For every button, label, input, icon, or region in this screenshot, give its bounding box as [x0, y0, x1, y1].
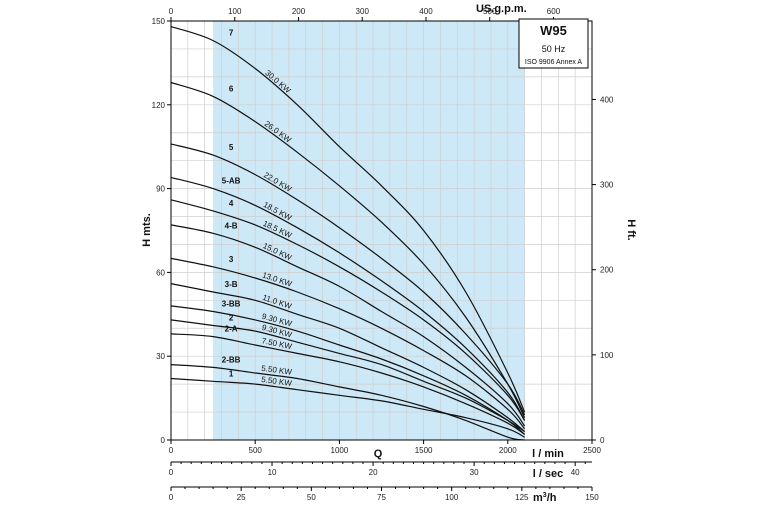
m3h-tick-label: 50	[307, 493, 316, 502]
y-tick-label: 60	[156, 268, 165, 277]
legend-frame	[518, 18, 589, 69]
y-tick-label: 30	[156, 352, 165, 361]
chart-subtitle: 50 Hz	[542, 44, 566, 54]
chart-grid	[171, 21, 592, 440]
curve-label: 3-BB	[222, 300, 241, 309]
curve-label: 3-B	[225, 280, 238, 289]
curve-label: 5-AB	[222, 177, 241, 186]
y2-tick-label: 300	[600, 181, 614, 190]
curve-label: 2-BB	[222, 355, 241, 364]
y-tick-label: 0	[161, 436, 166, 445]
curve-label: 6	[229, 84, 234, 93]
curve-1	[170, 377, 525, 438]
chart-standard: ISO 9906 Annex A	[525, 59, 583, 66]
x2-tick-label: 600	[547, 7, 561, 16]
x-tick-label: 0	[169, 446, 174, 455]
curve-label: 3	[229, 255, 234, 264]
curve-3	[170, 257, 526, 430]
curve-4-b	[170, 224, 526, 427]
x-unit-m3h-exp: 3	[543, 492, 547, 499]
curve-4	[170, 199, 526, 421]
x2-tick-label: 200	[292, 7, 306, 16]
curve-label: 2	[229, 313, 234, 322]
curve-6	[170, 81, 526, 418]
curve-label: 4	[229, 199, 234, 208]
y2-tick-label: 100	[600, 351, 614, 360]
curve-2	[170, 319, 525, 433]
curve-label: 7	[229, 29, 234, 38]
y2-tick-label: 400	[600, 95, 614, 104]
lsec-tick-label: 0	[169, 468, 174, 477]
y2-axis-title: H ft.	[625, 219, 637, 240]
y2-tick-label: 200	[600, 266, 614, 275]
x-unit-lsec: l / sec	[533, 468, 564, 480]
curve-label: 4-B	[225, 221, 238, 230]
curve-3-b	[170, 283, 525, 433]
x-unit-lmin: l / min	[532, 448, 564, 460]
m3h-tick-label: 25	[237, 493, 246, 502]
x-tick-label: 1000	[331, 446, 349, 455]
lsec-tick-label: 30	[470, 468, 479, 477]
y2-tick-label: 0	[600, 436, 605, 445]
x-axis-title: Q	[374, 448, 383, 460]
m3h-tick-label: 0	[169, 493, 174, 502]
x-tick-label: 1500	[415, 446, 433, 455]
chart-title: W95	[540, 23, 567, 38]
x2-tick-label: 0	[169, 7, 174, 16]
y-tick-label: 90	[156, 185, 165, 194]
x2-tick-label: 500	[483, 7, 497, 16]
y-tick-label: 150	[152, 17, 166, 26]
x2-tick-label: 100	[228, 7, 242, 16]
x-unit-m3h-base: m	[533, 492, 543, 504]
curve-7	[170, 26, 526, 413]
m3h-tick-label: 100	[445, 493, 459, 502]
x-unit-m3h-tail: /h	[547, 492, 557, 504]
lsec-tick-label: 10	[268, 468, 277, 477]
m3h-tick-label: 150	[585, 493, 599, 502]
curve-label: 5	[229, 143, 234, 152]
curve-label: 1	[229, 369, 234, 378]
curve-power-label: 5.50 KW	[261, 375, 293, 388]
curve-label: 2-A	[225, 325, 238, 334]
y-axis-title: H mts.	[141, 213, 153, 247]
curve-5	[170, 143, 526, 416]
x-tick-label: 500	[249, 446, 263, 455]
plot-frame	[170, 20, 593, 441]
x2-tick-label: 400	[419, 7, 433, 16]
lsec-tick-label: 40	[571, 468, 580, 477]
lsec-tick-label: 20	[369, 468, 378, 477]
x-unit-usgpm: US.g.p.m.	[476, 3, 527, 15]
operating-range-area	[213, 21, 525, 440]
curve-5-ab	[170, 176, 526, 421]
legend-box: W95 50 Hz ISO 9906 Annex A	[518, 18, 589, 69]
m3h-tick-label: 75	[377, 493, 386, 502]
x-tick-label: 2500	[583, 446, 601, 455]
x-unit-m3h: m3/h	[533, 492, 557, 504]
curve-3-bb	[170, 305, 525, 435]
curve-power-label: 5.50 KW	[261, 364, 293, 377]
curve-2-bb	[170, 364, 525, 441]
x-tick-label: 2000	[499, 446, 517, 455]
m3h-tick-label: 125	[515, 493, 529, 502]
y-tick-label: 120	[152, 101, 166, 110]
x2-tick-label: 300	[356, 7, 370, 16]
curve-2-a	[170, 333, 525, 435]
